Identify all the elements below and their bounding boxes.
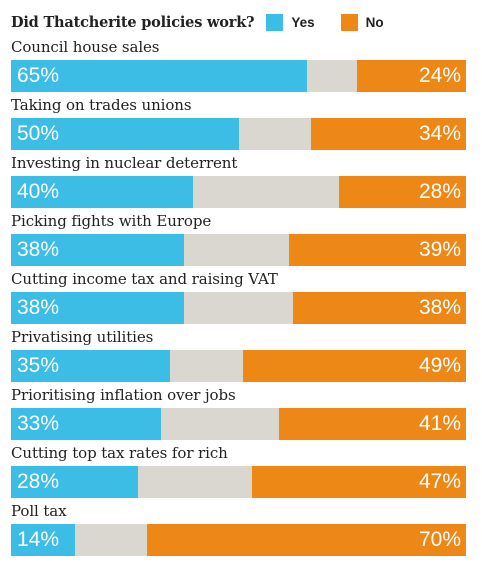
- bar-no: [279, 408, 466, 440]
- bar-neutral: [184, 234, 289, 266]
- category-label: Council house sales: [11, 38, 160, 56]
- bar-no: [289, 234, 466, 266]
- bar-neutral: [138, 466, 252, 498]
- bar-neutral: [307, 60, 357, 92]
- no-value-label: 49%: [418, 354, 461, 377]
- bar-no: [339, 176, 466, 208]
- yes-value-label: 28%: [17, 470, 60, 493]
- yes-value-label: 65%: [17, 64, 60, 87]
- bar-yes: [11, 234, 184, 266]
- chart-title: Did Thatcherite policies work?: [11, 13, 255, 31]
- yes-value-label: 38%: [17, 238, 60, 261]
- category-label: Cutting income tax and raising VAT: [11, 270, 278, 288]
- no-value-label: 47%: [418, 470, 461, 493]
- yes-value-label: 33%: [17, 412, 60, 435]
- no-value-label: 34%: [418, 122, 461, 145]
- bar-neutral: [193, 176, 339, 208]
- bar-neutral: [184, 292, 293, 324]
- no-value-label: 38%: [418, 296, 461, 319]
- no-value-label: 39%: [418, 238, 461, 261]
- bar-yes: [11, 292, 184, 324]
- bar-yes: [11, 466, 138, 498]
- legend-label-yes: Yes: [291, 14, 315, 30]
- bar-neutral: [170, 350, 243, 382]
- bar-no: [293, 292, 466, 324]
- bar-no: [357, 60, 466, 92]
- category-label: Taking on trades unions: [11, 96, 192, 114]
- bar-neutral: [161, 408, 279, 440]
- legend-label-no: No: [365, 14, 384, 30]
- category-label: Investing in nuclear deterrent: [11, 154, 238, 172]
- yes-value-label: 14%: [17, 528, 60, 551]
- bar-no: [252, 466, 466, 498]
- no-value-label: 28%: [418, 180, 461, 203]
- legend-swatch-no: [340, 13, 358, 31]
- bar-yes: [11, 60, 307, 92]
- bar-no: [311, 118, 466, 150]
- no-value-label: 41%: [418, 412, 461, 435]
- no-value-label: 24%: [418, 64, 461, 87]
- bar-neutral: [75, 524, 147, 556]
- bar-yes: [11, 176, 193, 208]
- category-label: Cutting top tax rates for rich: [11, 444, 228, 462]
- category-label: Poll tax: [11, 502, 67, 520]
- chart-header: Did Thatcherite policies work? Yes No: [11, 10, 384, 34]
- yes-value-label: 50%: [17, 122, 60, 145]
- category-label: Prioritising inflation over jobs: [11, 386, 236, 404]
- bar-no: [243, 350, 466, 382]
- category-label: Privatising utilities: [11, 328, 154, 346]
- no-value-label: 70%: [418, 528, 461, 551]
- yes-value-label: 38%: [17, 296, 60, 319]
- category-label: Picking fights with Europe: [11, 212, 212, 230]
- bar-no: [147, 524, 466, 556]
- legend-swatch-yes: [266, 13, 284, 31]
- bar-neutral: [239, 118, 311, 150]
- bar-yes: [11, 524, 75, 556]
- yes-value-label: 35%: [17, 354, 60, 377]
- bar-yes: [11, 118, 239, 150]
- bar-yes: [11, 408, 161, 440]
- yes-value-label: 40%: [17, 180, 60, 203]
- bar-yes: [11, 350, 170, 382]
